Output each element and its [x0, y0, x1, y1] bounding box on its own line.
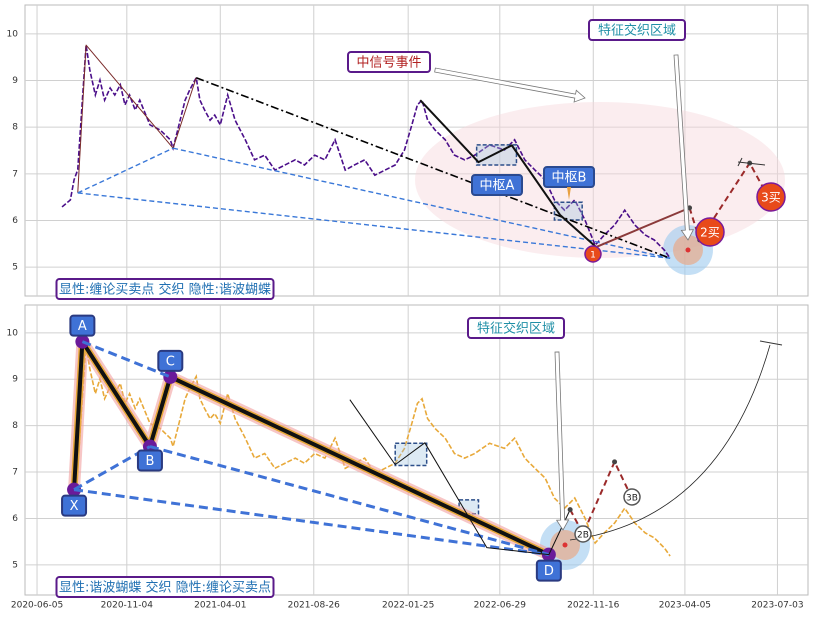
overlay-line	[349, 399, 571, 556]
label-box	[347, 51, 431, 73]
x-tick-label: 2020-11-04	[101, 601, 154, 611]
marker-circle	[756, 182, 786, 212]
overlay-line	[595, 206, 690, 248]
label-text: 中枢B	[552, 171, 587, 186]
x-tick-label: 2021-08-26	[288, 601, 341, 611]
arrow	[554, 351, 570, 531]
arrow	[434, 67, 586, 103]
label-box	[55, 576, 275, 598]
pivot-box	[394, 442, 428, 467]
label-box	[471, 174, 523, 196]
y-tick-label: 5	[12, 560, 18, 570]
label-text: 中枢A	[480, 179, 515, 194]
overlay-line	[419, 99, 597, 248]
highlight-dot	[562, 542, 568, 548]
marker-text: 3B	[626, 494, 638, 504]
label-box	[588, 19, 686, 41]
label-text: 显性:缠论买卖点 交织 隐性:谐波蝴蝶	[59, 282, 271, 298]
x-tick-label: 2023-04-05	[659, 601, 711, 611]
y-tick-label: 6	[12, 216, 18, 226]
y-tick-label: 5	[12, 263, 18, 273]
y-tick-label: 9	[12, 76, 18, 86]
y-tick-label: 8	[12, 421, 18, 431]
y-tick-label: 10	[7, 328, 19, 338]
x-tick-label: 2020-06-05	[11, 601, 63, 611]
pointer	[567, 187, 571, 200]
pivot-box	[475, 144, 518, 166]
overlay-line	[77, 192, 671, 259]
marker-circle	[574, 525, 592, 543]
overlay-line	[77, 44, 197, 193]
bracket	[737, 157, 766, 167]
marker-circle	[695, 217, 725, 247]
x-tick-label: 2022-06-29	[474, 601, 527, 611]
label-text: B	[145, 454, 154, 469]
marker-text: 3买	[761, 191, 781, 205]
marker-circle	[623, 488, 641, 506]
label-text: 特征交织区域	[477, 321, 555, 337]
y-tick-label: 7	[12, 468, 18, 478]
marker-text: 1	[590, 251, 596, 261]
marker-text: 2买	[700, 226, 720, 240]
label-box	[157, 349, 184, 372]
label-text: C	[166, 354, 175, 369]
x-tick-label: 2023-07-03	[751, 601, 803, 611]
label-box	[61, 494, 88, 517]
overlay-line	[195, 77, 671, 259]
y-tick-label: 8	[12, 123, 18, 133]
label-text: X	[70, 499, 79, 514]
arrow	[673, 54, 695, 241]
label-box	[69, 314, 96, 337]
y-tick-label: 10	[7, 29, 19, 39]
interaction-zone	[415, 102, 785, 258]
marker-circle	[584, 245, 602, 263]
label-box	[467, 317, 565, 339]
label-box	[55, 278, 275, 300]
y-tick-label: 7	[12, 169, 18, 179]
label-text: 中信号事件	[356, 56, 421, 71]
label-box	[136, 449, 163, 472]
y-tick-label: 6	[12, 514, 18, 524]
pattern-point	[163, 369, 178, 384]
overlay-line	[81, 340, 171, 379]
overlay-line	[73, 488, 550, 557]
marker-text: 2B	[577, 531, 589, 541]
label-text: A	[78, 319, 87, 334]
highlight-dot	[685, 247, 691, 253]
bracket	[759, 340, 783, 346]
label-box	[535, 559, 562, 582]
label-text: 显性:谐波蝴蝶 交织 隐性:缠论买卖点	[59, 580, 271, 596]
overlay-line	[77, 147, 174, 194]
pred-point	[612, 459, 618, 465]
label-text: D	[544, 564, 554, 579]
pred-point	[567, 507, 573, 513]
overlay-line	[149, 445, 550, 557]
x-tick-label: 2022-01-25	[382, 601, 434, 611]
label-text: 特征交织区域	[598, 23, 676, 39]
y-tick-label: 9	[12, 375, 18, 385]
x-tick-label: 2022-11-16	[567, 601, 620, 611]
x-tick-label: 2021-04-01	[194, 601, 246, 611]
forecast-arc	[569, 344, 771, 541]
overlay-line	[688, 162, 766, 242]
overlay-line	[569, 460, 633, 535]
